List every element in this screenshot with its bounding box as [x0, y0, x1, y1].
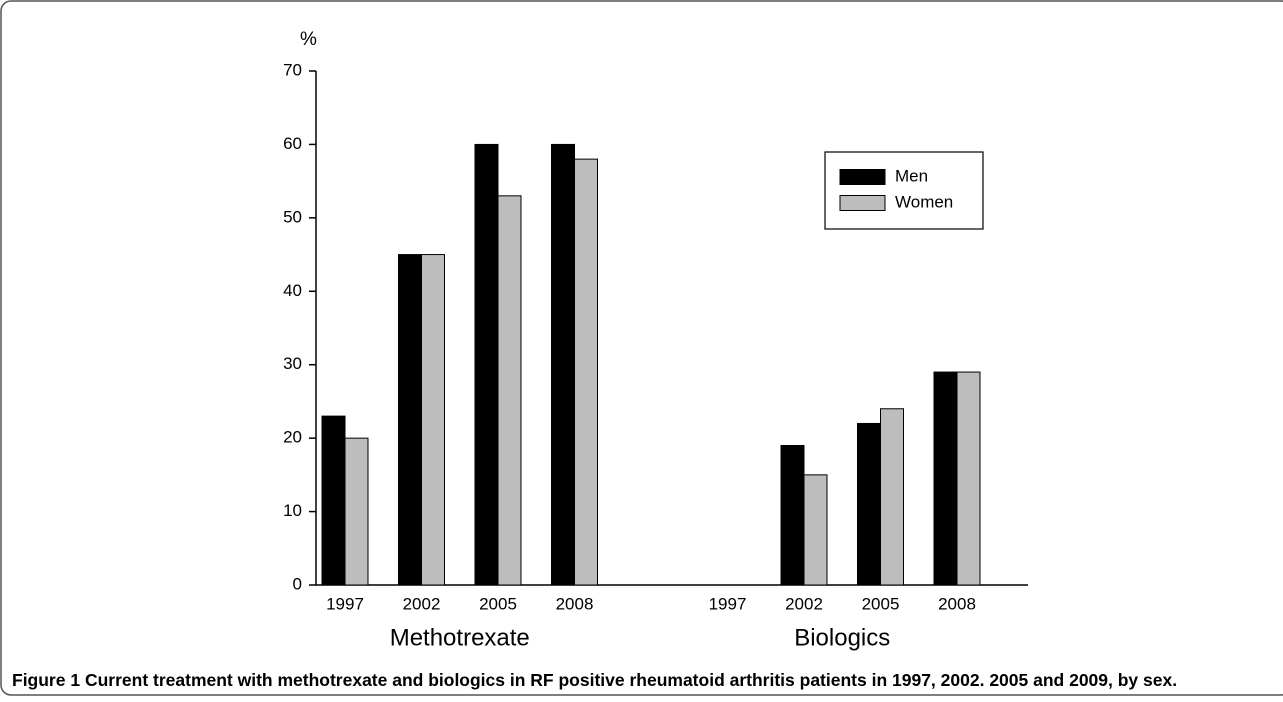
group-label: Biologics	[794, 624, 890, 651]
y-tick-label: 20	[283, 428, 302, 447]
y-tick-label: 30	[283, 354, 302, 373]
x-tick-label: 2005	[479, 594, 517, 613]
y-axis-label: %	[300, 29, 317, 50]
y-tick-label: 50	[283, 207, 302, 226]
bar	[421, 254, 445, 586]
caption: Figure 1 Current treatment with methotre…	[12, 670, 1177, 690]
y-tick-label: 60	[283, 134, 302, 153]
x-tick-label: 1997	[326, 594, 364, 613]
y-tick-label: 10	[283, 501, 302, 520]
x-tick-label: 2002	[785, 594, 823, 613]
y-tick-label: 0	[293, 574, 302, 593]
x-tick-label: 1997	[709, 594, 747, 613]
legend-swatch	[839, 195, 886, 211]
bar	[803, 474, 828, 586]
bar	[857, 422, 881, 586]
legend-box	[824, 151, 984, 230]
y-tick-label: 40	[283, 281, 302, 300]
bar	[398, 254, 422, 586]
bar	[880, 408, 904, 586]
bar	[321, 415, 346, 586]
bar	[474, 143, 499, 586]
bar	[780, 444, 805, 586]
x-tick-label: 2008	[938, 594, 976, 613]
bar	[344, 437, 369, 586]
caption-label: Figure 1	[12, 670, 80, 690]
y-tick-label: 70	[283, 60, 302, 79]
group-label: Methotrexate	[390, 624, 530, 651]
legend-swatch	[839, 169, 886, 185]
legend-label: Men	[895, 166, 928, 185]
caption-text: Current treatment with methotrexate and …	[85, 670, 1177, 690]
bar	[933, 371, 958, 586]
bar	[956, 371, 981, 586]
x-tick-label: 2005	[862, 594, 900, 613]
bar	[551, 143, 575, 586]
bar	[574, 158, 598, 586]
x-tick-label: 2002	[403, 594, 441, 613]
x-tick-label: 2008	[556, 594, 594, 613]
legend-label: Women	[895, 192, 953, 211]
bar	[497, 195, 522, 586]
